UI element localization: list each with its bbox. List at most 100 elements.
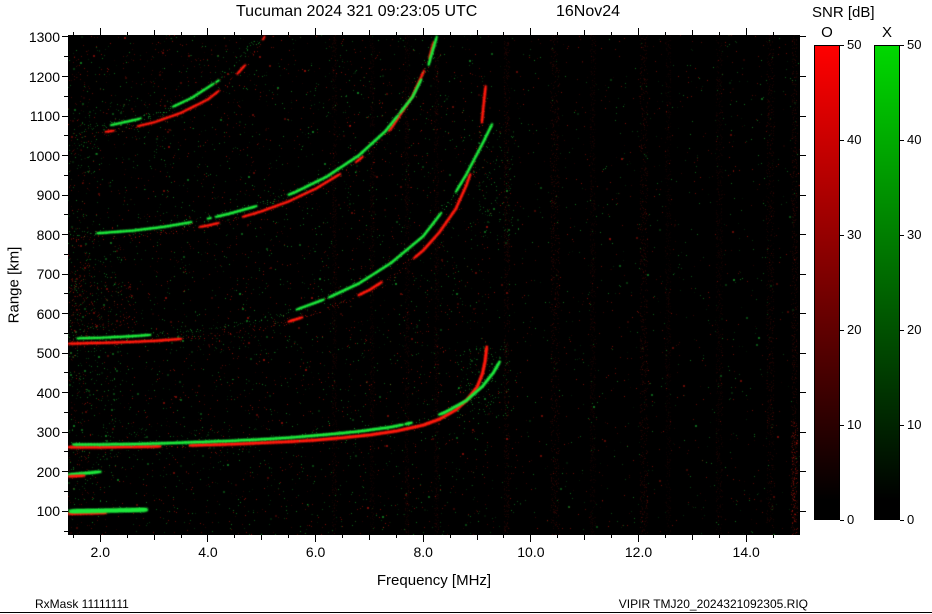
y-tick-label: 700 (36, 266, 60, 283)
y-axis-tick (62, 313, 68, 315)
y-axis-tick (62, 392, 68, 394)
filename-text: VIPIR TMJ20_2024321092305.RIQ (618, 597, 808, 611)
y-axis-tick (62, 273, 68, 275)
y-axis-tick (62, 352, 68, 354)
x-tick-label: 6.0 (305, 544, 326, 560)
plot-title: Tucuman 2024 321 09:23:05 UTC (236, 3, 478, 20)
colorbar-tick (900, 519, 904, 521)
x-axis-minor-tick (584, 535, 586, 540)
x-axis-minor-tick (611, 535, 613, 538)
y-axis-minor-tick (64, 135, 68, 137)
y-tick-label: 800 (36, 226, 60, 243)
x-axis-minor-tick (557, 32, 559, 35)
y-tick-label: 900 (36, 187, 60, 204)
x-axis-tick (638, 28, 640, 35)
x-axis-minor-tick (503, 32, 505, 35)
y-axis-tick (62, 234, 68, 236)
y-axis-tick (62, 155, 68, 157)
y-tick-label: 1200 (28, 68, 60, 85)
x-axis-minor-tick (476, 535, 478, 540)
y-axis-tick (800, 510, 806, 512)
x-axis-minor-tick (718, 32, 720, 35)
x-axis-minor-tick (342, 535, 343, 538)
colorbar-tick (840, 44, 844, 46)
y-axis-minor-tick (64, 491, 68, 493)
y-axis-tick (800, 115, 806, 117)
x-axis-minor-tick (368, 535, 370, 540)
y-axis-minor-tick (64, 411, 68, 413)
colorbar-tick (900, 44, 904, 46)
x-axis-minor-tick (342, 32, 343, 35)
x-tick-label: 14.0 (732, 544, 760, 560)
y-tick-label: 1100 (29, 108, 60, 125)
colorbar-tick-label: 20 (907, 322, 922, 337)
y-tick-label: 100 (36, 503, 60, 520)
y-axis-tick (62, 76, 68, 77)
y-axis-tick (62, 431, 68, 433)
y-axis-tick (62, 115, 68, 117)
y-tick-label: 300 (36, 424, 60, 441)
colorbar-tick-label: 10 (847, 417, 862, 432)
x-axis-minor-tick (691, 30, 693, 35)
x-axis-minor-tick (476, 30, 478, 35)
y-axis-minor-tick (64, 95, 68, 97)
colorbar-tick (900, 234, 904, 236)
x-axis-minor-tick (449, 535, 451, 538)
bottom-divider (0, 612, 932, 613)
x-axis-tick (422, 535, 424, 542)
x-axis-minor-tick (772, 535, 774, 538)
y-axis-minor-tick (64, 253, 68, 255)
x-axis-tick (745, 28, 747, 35)
x-axis-minor-tick (664, 32, 666, 35)
colorbar-title: SNR [dB] (812, 4, 875, 21)
y-tick-label: 600 (36, 305, 60, 322)
y-axis-tick (62, 510, 68, 512)
y-axis-minor-tick (64, 451, 68, 453)
x-axis-tick (207, 28, 209, 35)
x-axis-minor-tick (180, 535, 182, 538)
colorbar-tick-label: 10 (907, 417, 922, 432)
x-axis-minor-tick (72, 32, 74, 35)
x-axis-tick (315, 28, 317, 35)
y-axis-tick (800, 36, 806, 38)
y-axis-tick (800, 392, 806, 394)
y-axis-minor-tick (64, 332, 68, 334)
colorbar-tick-label: 30 (907, 227, 922, 242)
y-axis-tick (62, 471, 68, 473)
x-axis-minor-tick (234, 32, 236, 35)
x-axis-minor-tick (153, 535, 155, 540)
colorbar-tick (840, 519, 844, 521)
y-tick-label: 1000 (28, 147, 60, 164)
y-axis-tick (800, 194, 806, 196)
x-axis-tick (207, 535, 209, 542)
x-axis-tick (99, 28, 101, 35)
y-tick-label: 1300 (28, 28, 60, 45)
colorbar-x-mode (874, 45, 900, 520)
colorbar-tick-label: 50 (847, 37, 862, 52)
x-axis-minor-tick (72, 535, 74, 538)
x-axis-minor-tick (288, 535, 290, 538)
y-axis-minor-tick (64, 293, 68, 295)
y-axis-minor-tick (64, 174, 68, 176)
colorbar-mode-label-x: X (881, 24, 892, 41)
colorbar-tick-label: 40 (907, 132, 922, 147)
y-tick-label: 400 (36, 384, 60, 401)
x-axis-minor-tick (449, 32, 451, 35)
x-axis-minor-tick (395, 535, 397, 538)
colorbar-tick (840, 234, 844, 236)
y-axis-tick (62, 36, 68, 38)
y-axis-minor-tick (64, 530, 68, 532)
x-axis-minor-tick (611, 32, 613, 35)
x-tick-label: 12.0 (624, 544, 653, 560)
x-axis-tick (315, 535, 317, 542)
colorbar-o-mode (814, 45, 840, 520)
colorbar-tick (840, 139, 844, 141)
x-axis-minor-tick (288, 32, 290, 35)
x-axis-tick (530, 535, 532, 542)
x-tick-label: 2.0 (90, 544, 111, 560)
ionogram-plot (68, 35, 800, 535)
colorbar-tick (840, 424, 844, 426)
y-axis-tick (800, 352, 806, 354)
x-axis-tick (745, 535, 747, 542)
